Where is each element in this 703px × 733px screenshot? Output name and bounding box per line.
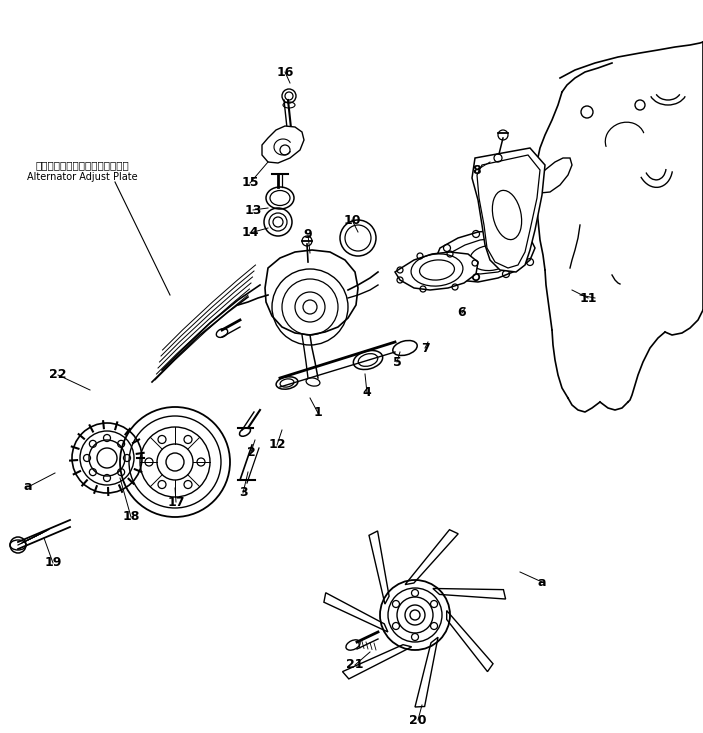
Text: 20: 20: [409, 713, 427, 726]
Text: 22: 22: [49, 369, 67, 381]
Polygon shape: [324, 593, 388, 632]
Text: a: a: [24, 481, 32, 493]
Polygon shape: [395, 252, 478, 290]
Polygon shape: [369, 531, 389, 604]
Text: a: a: [538, 575, 546, 589]
Text: 16: 16: [276, 65, 294, 78]
Text: 11: 11: [579, 292, 597, 304]
Text: 5: 5: [392, 356, 401, 369]
Text: 2: 2: [247, 446, 255, 459]
Polygon shape: [433, 589, 505, 599]
Polygon shape: [472, 148, 545, 272]
Polygon shape: [415, 637, 438, 707]
Text: 21: 21: [347, 658, 363, 671]
Text: 17: 17: [167, 496, 185, 509]
Polygon shape: [262, 126, 304, 163]
Text: 4: 4: [363, 386, 371, 399]
Text: 1: 1: [314, 407, 323, 419]
Text: 8: 8: [472, 163, 482, 177]
Text: 14: 14: [241, 226, 259, 240]
Ellipse shape: [266, 187, 294, 209]
Polygon shape: [435, 230, 535, 282]
Text: 12: 12: [269, 438, 285, 452]
Text: 9: 9: [304, 229, 312, 241]
Text: 15: 15: [241, 177, 259, 190]
Text: 13: 13: [245, 204, 262, 216]
Polygon shape: [446, 611, 493, 671]
Polygon shape: [405, 530, 458, 584]
Polygon shape: [342, 644, 412, 679]
Text: 10: 10: [343, 213, 361, 226]
Text: 7: 7: [420, 342, 430, 355]
Text: 18: 18: [122, 510, 140, 523]
Text: Alternator Adjust Plate: Alternator Adjust Plate: [27, 172, 137, 182]
Text: 3: 3: [239, 487, 247, 499]
Text: 6: 6: [458, 306, 466, 320]
Text: オルタネータアジャストプレート: オルタネータアジャストプレート: [35, 160, 129, 170]
Polygon shape: [265, 250, 358, 335]
Text: 19: 19: [44, 556, 62, 570]
